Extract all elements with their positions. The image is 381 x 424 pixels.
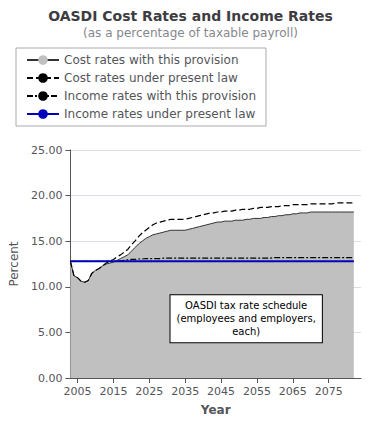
- svg-text:Percent: Percent: [7, 241, 21, 286]
- svg-text:2025: 2025: [135, 385, 163, 398]
- svg-text:10.00: 10.00: [31, 280, 63, 293]
- svg-text:each): each): [232, 326, 260, 337]
- svg-text:2015: 2015: [99, 385, 127, 398]
- svg-text:OASDI Cost Rates and Income Ra: OASDI Cost Rates and Income Rates: [48, 8, 333, 24]
- svg-text:Cost rates with this provision: Cost rates with this provision: [64, 53, 239, 67]
- svg-text:Cost rates under present law: Cost rates under present law: [64, 71, 238, 85]
- svg-text:20.00: 20.00: [31, 189, 63, 202]
- svg-text:2055: 2055: [243, 385, 271, 398]
- svg-text:OASDI tax rate schedule: OASDI tax rate schedule: [185, 300, 307, 311]
- svg-text:2075: 2075: [315, 385, 343, 398]
- svg-text:Income rates under present law: Income rates under present law: [64, 107, 255, 121]
- svg-text:0.00: 0.00: [38, 372, 63, 385]
- svg-text:(as a percentage of taxable pa: (as a percentage of taxable payroll): [83, 26, 298, 40]
- svg-text:2045: 2045: [207, 385, 235, 398]
- svg-text:2005: 2005: [64, 385, 92, 398]
- svg-text:25.00: 25.00: [31, 144, 63, 157]
- svg-text:5.00: 5.00: [38, 326, 63, 339]
- svg-text:(employees and employers,: (employees and employers,: [177, 313, 316, 324]
- svg-text:2065: 2065: [279, 385, 307, 398]
- svg-text:15.00: 15.00: [31, 235, 63, 248]
- svg-text:Income rates with this provisi: Income rates with this provision: [64, 89, 256, 103]
- svg-text:2035: 2035: [171, 385, 199, 398]
- svg-text:Year: Year: [200, 403, 231, 417]
